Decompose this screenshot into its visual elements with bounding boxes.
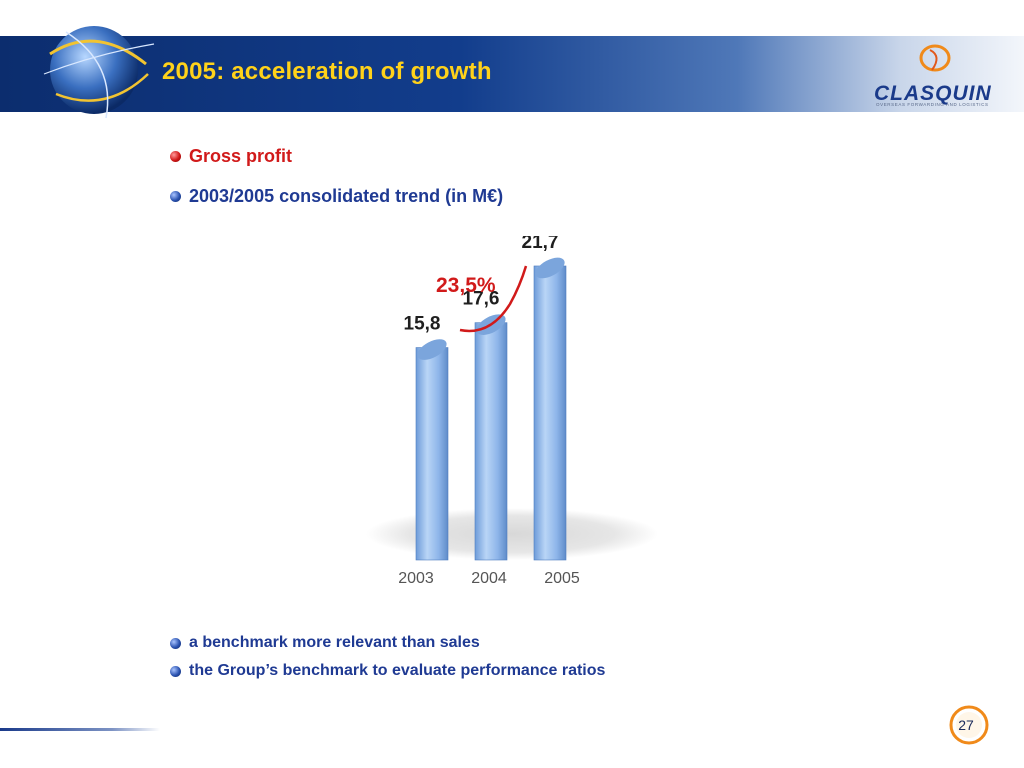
growth-annotation: 23,5%	[436, 274, 496, 297]
bullet-benchmark-relevant: a benchmark more relevant than sales	[170, 634, 480, 652]
data-label-2003: 15,8	[404, 314, 441, 335]
bullet-dot-icon	[170, 665, 181, 677]
bar-2004	[474, 322, 508, 561]
chart-base-ellipse	[366, 508, 658, 560]
data-label-2004: 17,6	[463, 289, 500, 310]
category-label-2004: 2004	[471, 570, 507, 587]
logo-text: CLASQUIN	[874, 82, 992, 105]
bullet-dot-icon	[170, 191, 181, 202]
slide-title: 2005: acceleration of growth	[162, 58, 492, 85]
bar-top-2005	[535, 257, 565, 279]
bullet-trend-text: 2003/2005 consolidated trend (in M€)	[189, 186, 504, 206]
bullet-dot-icon	[170, 637, 181, 649]
footer-line	[0, 728, 160, 731]
growth-arc	[459, 265, 528, 333]
bar-2005	[533, 265, 567, 561]
gross-profit-chart: 15,8 2003 17,6 2004 21,7 2005 23,5%	[366, 236, 658, 587]
bar-top-2003	[417, 339, 447, 360]
category-label-2005: 2005	[544, 570, 580, 587]
bullet-trend: 2003/2005 consolidated trend (in M€)	[170, 186, 503, 207]
page-badge-icon	[949, 705, 989, 745]
bullet-gross-profit-text: Gross profit	[189, 146, 293, 166]
bullet-benchmark-group-text: the Group’s benchmark to evaluate perfor…	[189, 662, 606, 679]
header-banner	[0, 36, 1024, 112]
page-number: 27	[958, 717, 974, 733]
bullet-benchmark-group: the Group’s benchmark to evaluate perfor…	[170, 662, 605, 680]
globe-icon	[43, 26, 155, 119]
category-label-2003: 2003	[398, 570, 434, 587]
logo-tagline: OVERSEAS FORWARDING AND LOGISTICS	[876, 102, 989, 107]
bullet-gross-profit: Gross profit	[170, 146, 292, 167]
bullet-benchmark-relevant-text: a benchmark more relevant than sales	[189, 634, 480, 651]
bar-2003	[415, 347, 449, 561]
bullet-dot-icon	[170, 151, 181, 162]
data-label-2005: 21,7	[522, 236, 559, 253]
clasquin-logo-icon	[919, 44, 951, 72]
